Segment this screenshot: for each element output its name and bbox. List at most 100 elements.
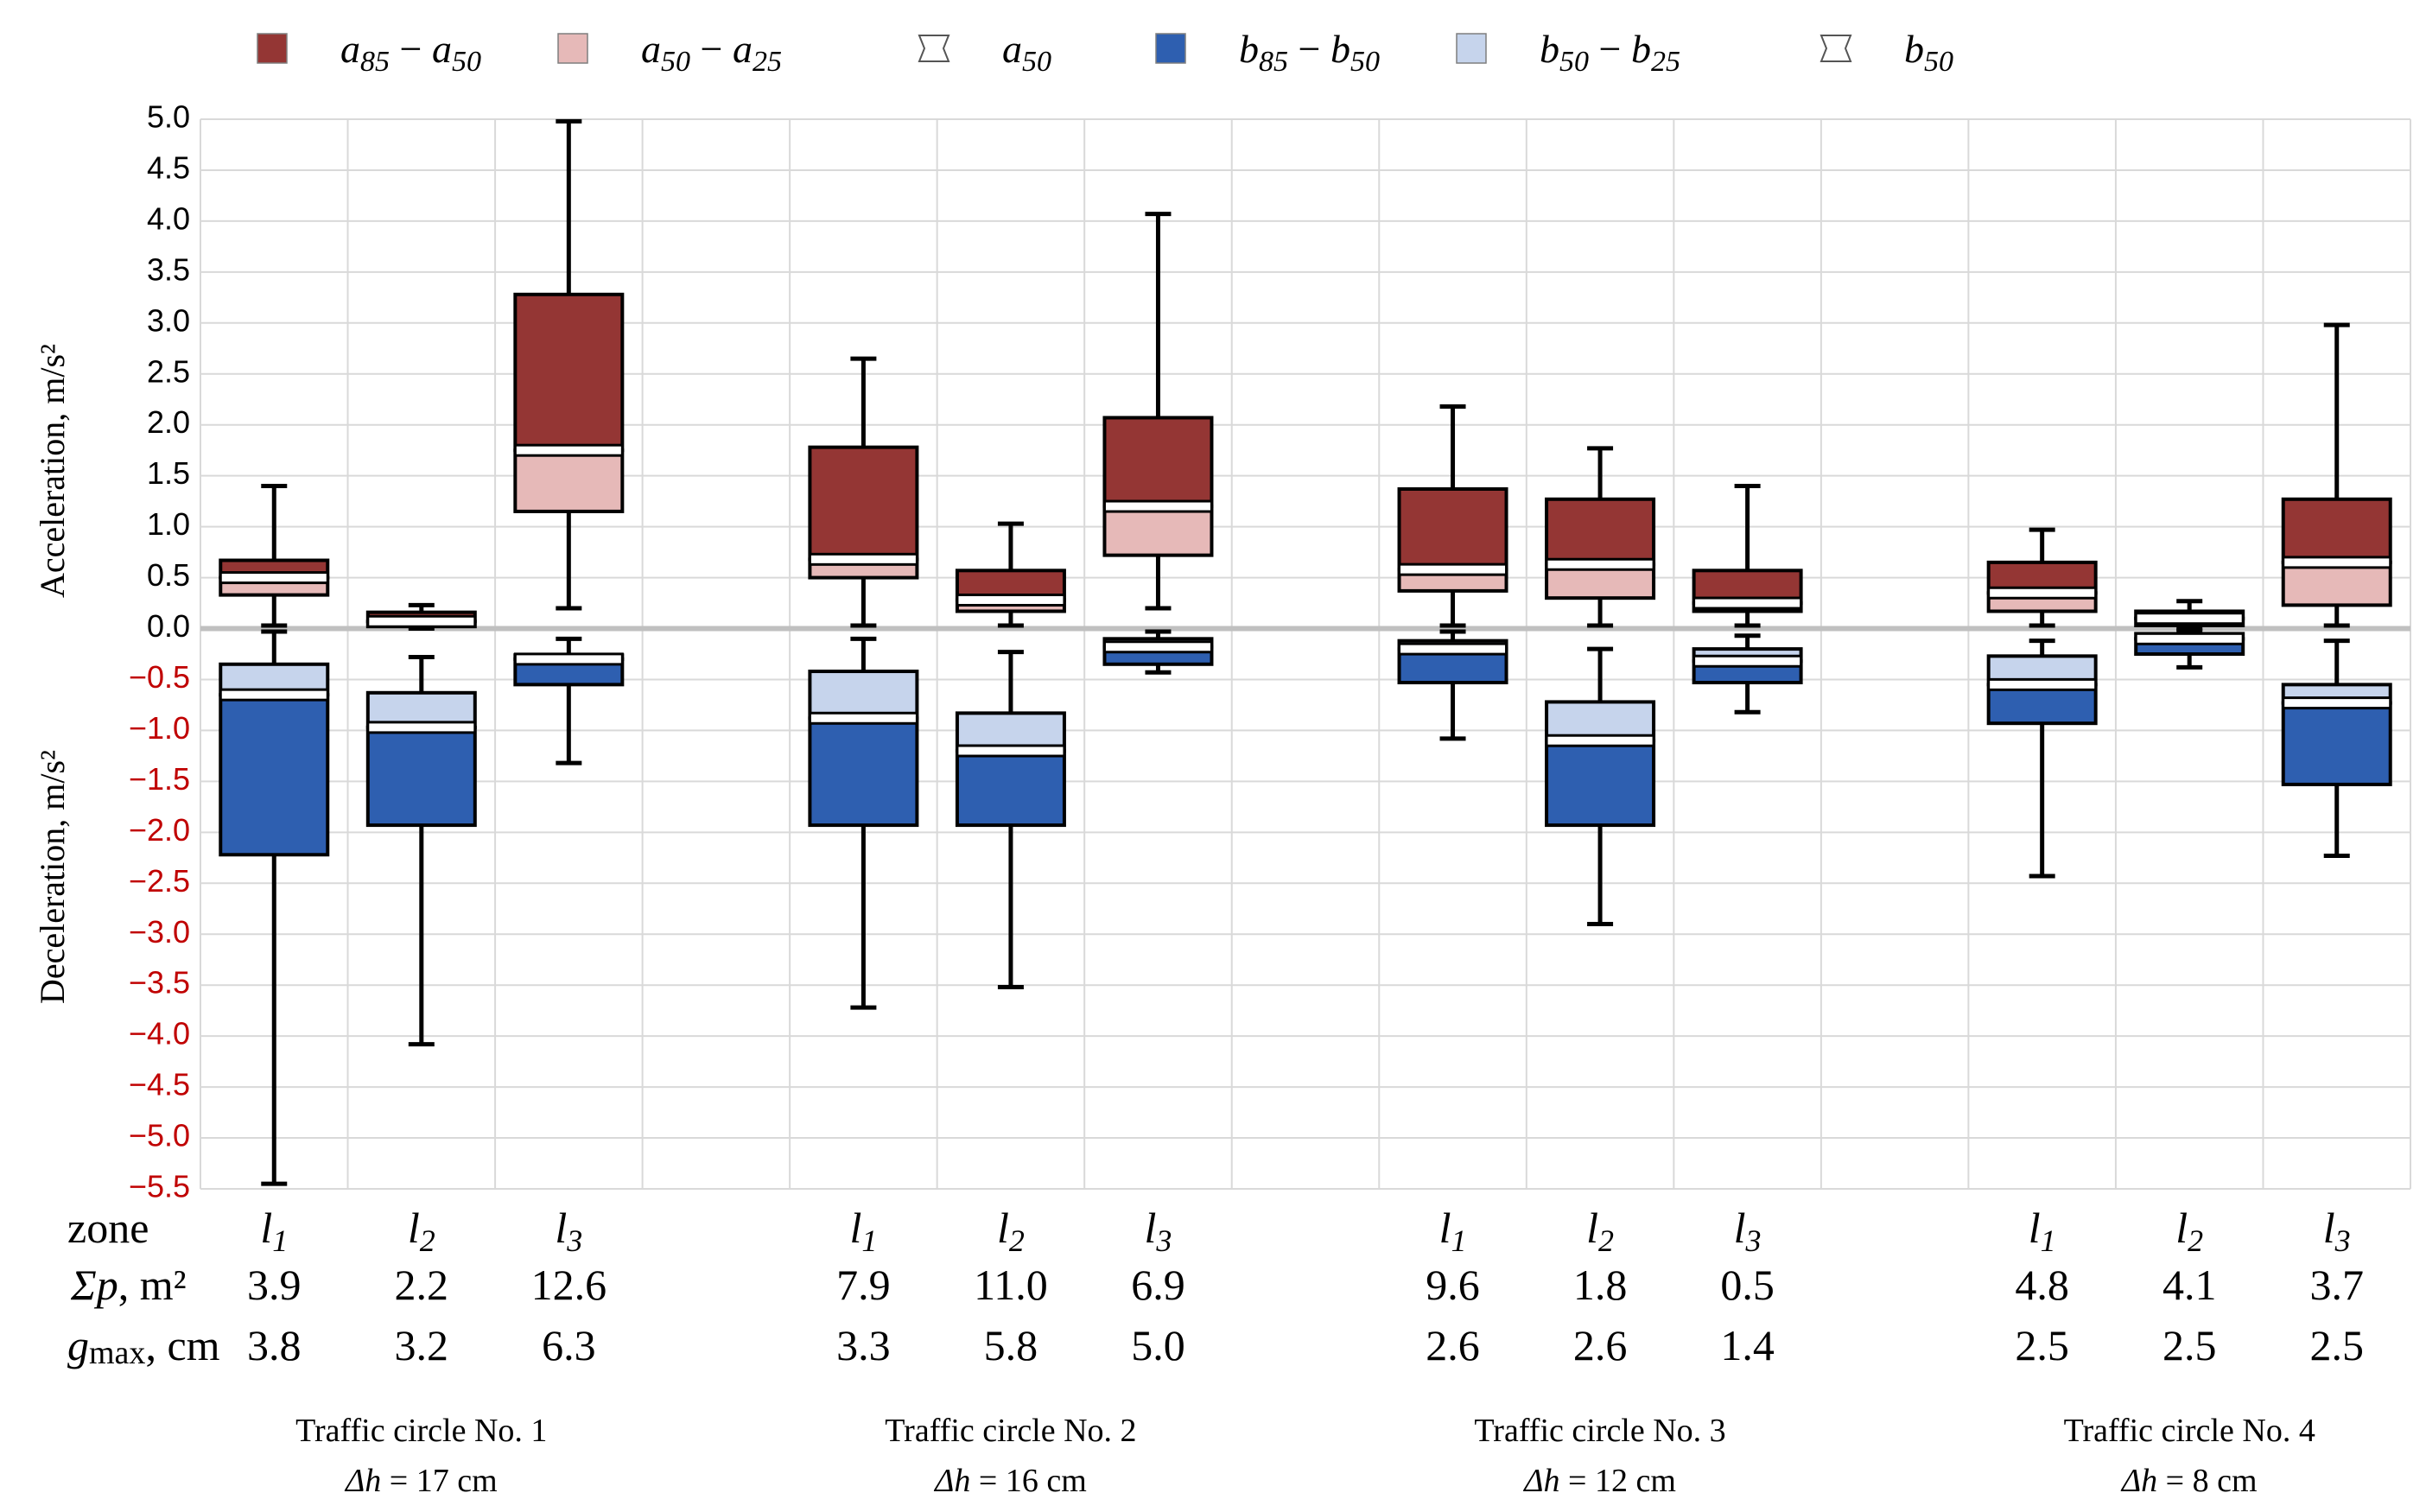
dec-box-lower — [219, 693, 330, 857]
y-tick-label: −4.0 — [129, 1016, 190, 1051]
dec-box-lower — [2281, 701, 2392, 786]
legend-swatch — [1155, 33, 1186, 64]
gmax-value: 1.4 — [1720, 1321, 1775, 1369]
y-tick-label: −2.0 — [129, 812, 190, 848]
sum-p-value: 11.0 — [974, 1261, 1048, 1309]
y-tick-label: −4.5 — [129, 1067, 190, 1102]
acc-median — [2134, 612, 2245, 626]
zone-label: l2 — [1586, 1204, 1614, 1258]
y-tick-label: 1.0 — [147, 506, 190, 542]
y-axis-titles: Acceleration, m/s² Deceleration, m/s² — [33, 344, 72, 1004]
legend-label: a85 − a50 — [340, 27, 481, 78]
sum-p-value: 12.6 — [531, 1261, 607, 1309]
group-height-difference: Δh = 17 cm — [344, 1463, 498, 1499]
dec-median — [808, 711, 918, 725]
group-height-difference: Δh = 12 cm — [1522, 1463, 1676, 1499]
y-tick-label: 2.0 — [147, 404, 190, 440]
legend-item-b85_b50: b85 − b50 — [1155, 27, 1380, 78]
acc-median — [513, 443, 624, 457]
legend-label: b50 − b25 — [1540, 27, 1680, 78]
y-axis-title-deceleration: Deceleration, m/s² — [33, 750, 72, 1004]
zone-label: l2 — [997, 1204, 1025, 1258]
dec-median — [2134, 632, 2245, 645]
y-tick-label: 3.0 — [147, 302, 190, 338]
box-group-3-zone-1 — [1397, 403, 1508, 741]
y-tick-label: −2.5 — [129, 863, 190, 899]
acc-box-upper — [1397, 486, 1508, 572]
y-tick-label: −3.5 — [129, 965, 190, 1001]
y-tick-label: 4.0 — [147, 200, 190, 236]
gmax-value: 5.0 — [1131, 1321, 1185, 1369]
gmax-value: 3.8 — [247, 1321, 302, 1369]
y-tick-label: −3.0 — [129, 914, 190, 950]
dec-box-lower — [365, 725, 477, 828]
acc-box-upper — [1102, 416, 1214, 509]
box-group-4-zone-3 — [2281, 322, 2392, 858]
sum-p-value: 4.8 — [2015, 1261, 2069, 1309]
zone-label: l1 — [849, 1204, 877, 1258]
dec-box-lower — [808, 716, 919, 828]
acc-median — [219, 571, 329, 585]
y-tick-label: 4.5 — [147, 149, 190, 185]
legend-median-marker — [918, 35, 950, 62]
box-group-4-zone-2 — [2134, 599, 2245, 670]
dec-median — [1398, 642, 1508, 656]
legend-swatch — [557, 33, 588, 64]
box-group-3-zone-3 — [1692, 483, 1803, 715]
sum-p-value: 4.1 — [2162, 1261, 2217, 1309]
y-tick-label: 3.5 — [147, 251, 190, 287]
plot-area — [219, 118, 2392, 1186]
y-axis-title-acceleration: Acceleration, m/s² — [33, 344, 72, 598]
y-tick-label: 0.0 — [147, 608, 190, 644]
zone-label: l3 — [555, 1204, 582, 1258]
y-tick-label: 5.0 — [147, 99, 190, 135]
dec-box-lower — [955, 749, 1066, 828]
gmax-value: 2.5 — [2162, 1321, 2217, 1369]
legend-label: b50 — [1904, 27, 1953, 78]
sum-p-value: 1.8 — [1573, 1261, 1628, 1309]
box-group-2-zone-1 — [808, 356, 919, 1010]
acc-median — [1398, 562, 1508, 576]
legend-item-a50: a50 — [918, 27, 1051, 78]
box-group-1-zone-2 — [365, 602, 477, 1047]
group-labels: Traffic circle No. 1 Δh = 17 cm Traffic ci… — [295, 1413, 2315, 1499]
legend-median-marker — [1820, 35, 1852, 62]
group-height-difference: Δh = 8 cm — [2120, 1463, 2258, 1499]
acc-median — [2282, 556, 2392, 569]
acc-median — [366, 614, 477, 628]
acc-median — [1102, 499, 1213, 513]
dec-median — [219, 688, 329, 702]
legend-swatch — [1456, 33, 1487, 64]
legend-label: b85 − b50 — [1239, 27, 1380, 78]
dec-median — [2282, 696, 2392, 710]
legend-item-b50_b25: b50 − b25 — [1456, 27, 1680, 78]
y-axis-ticks: 5.0 4.5 4.0 3.5 3.0 2.5 2.0 1.5 1.0 0.5 0.0 −0.5 −1.… — [129, 99, 190, 1204]
acc-box-lower — [2281, 560, 2392, 607]
group-height-difference: Δh = 16 cm — [933, 1463, 1087, 1499]
sum-p-value: 0.5 — [1720, 1261, 1775, 1309]
zone-label: l1 — [1439, 1204, 1467, 1258]
acc-median — [956, 594, 1066, 607]
dec-median — [513, 652, 624, 666]
legend: a85 − a50 a50 − a25 a50 b85 − b50 b50 − b25 b… — [257, 27, 1953, 78]
sum-p-value: 3.7 — [2309, 1261, 2364, 1309]
y-tick-label: −1.0 — [129, 710, 190, 746]
legend-label: a50 − a25 — [641, 27, 782, 78]
legend-item-b50: b50 — [1820, 27, 1953, 78]
dec-box-upper — [808, 670, 919, 721]
zone-label: l2 — [2175, 1204, 2203, 1258]
zone-label: l2 — [408, 1204, 435, 1258]
row-label-zone: zone — [67, 1204, 149, 1252]
zone-label: l1 — [2029, 1204, 2056, 1258]
dec-median — [956, 744, 1066, 758]
sum-p-value: 7.9 — [836, 1261, 891, 1309]
legend-item-a50_a25: a50 − a25 — [557, 27, 782, 78]
y-tick-label: 1.5 — [147, 455, 190, 491]
acc-median — [1987, 586, 2098, 600]
dec-median — [1545, 734, 1655, 747]
gmax-value: 2.5 — [2015, 1321, 2069, 1369]
box-group-1-zone-1 — [219, 483, 330, 1186]
group-name: Traffic circle No. 2 — [885, 1413, 1136, 1449]
